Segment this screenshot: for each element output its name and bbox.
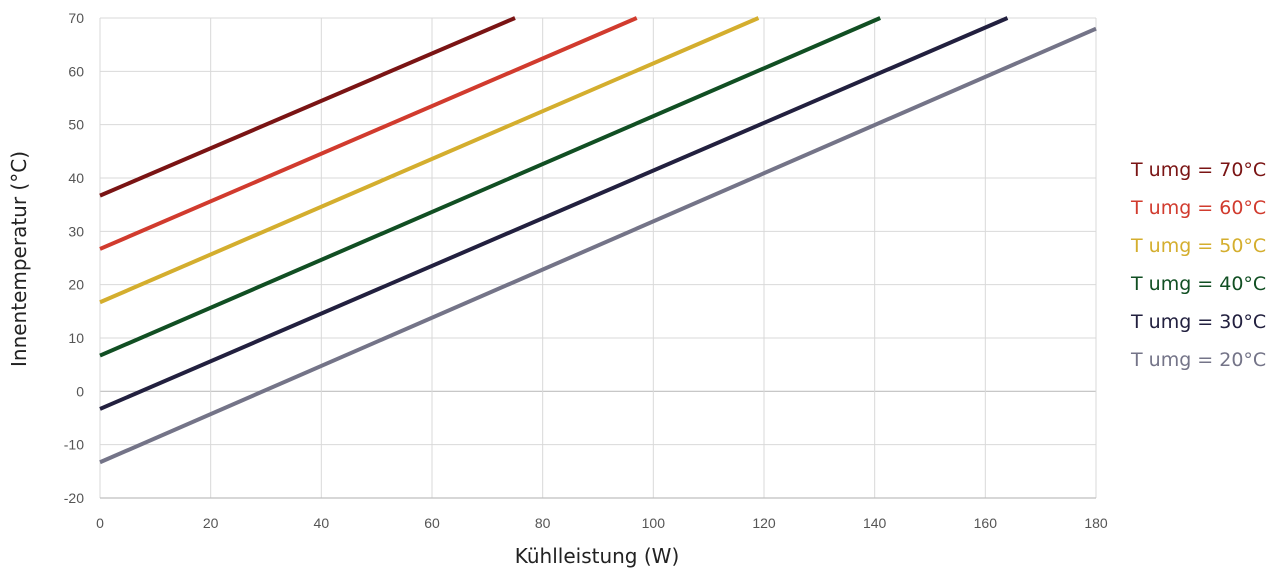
y-tick-label: 20 [68,277,84,293]
x-tick-label: 60 [424,515,440,531]
y-tick-label: 60 [68,63,84,79]
y-tick-label: 40 [68,170,84,186]
y-tick-label: -20 [64,490,84,506]
series-line-4 [99,16,1009,411]
x-tick-label: 160 [974,515,998,531]
legend-entry: T umg = 30°C [1130,311,1266,333]
legend-entry: T umg = 50°C [1130,235,1266,257]
y-tick-label: -10 [64,437,84,453]
x-tick-label: 40 [314,515,330,531]
series-line-5 [99,26,1097,465]
series-lines [99,16,1097,465]
x-tick-label: 120 [752,515,776,531]
x-tick-label: 140 [863,515,887,531]
legend-entry: T umg = 40°C [1130,273,1266,295]
y-tick-label: 10 [68,330,84,346]
y-axis-title: Innentemperatur (°C) [7,151,31,367]
series-line-2 [99,16,760,305]
legend-entry: T umg = 60°C [1130,197,1266,219]
series-line-0 [99,16,516,198]
legend-entry: T umg = 70°C [1130,159,1266,181]
grid [99,17,1097,499]
x-tick-label: 180 [1084,515,1108,531]
x-tick-label: 20 [203,515,219,531]
legend: T umg = 70°C T umg = 60°C T umg = 50°C T um… [1130,159,1266,371]
x-tick-label: 100 [642,515,666,531]
tick-labels: -20 -10 0 10 20 30 40 50 60 70 0 20 40 60 80 100 120 140 1… [64,10,1108,531]
x-axis-title: Kühlleistung (W) [515,544,680,568]
y-tick-label: 70 [68,10,84,26]
y-tick-label: 0 [76,383,84,399]
y-tick-label: 50 [68,117,84,133]
x-tick-label: 80 [535,515,551,531]
y-tick-label: 30 [68,223,84,239]
series-line-1 [99,16,638,251]
series-line-3 [99,16,881,358]
legend-entry: T umg = 20°C [1130,349,1266,371]
x-tick-label: 0 [96,515,104,531]
